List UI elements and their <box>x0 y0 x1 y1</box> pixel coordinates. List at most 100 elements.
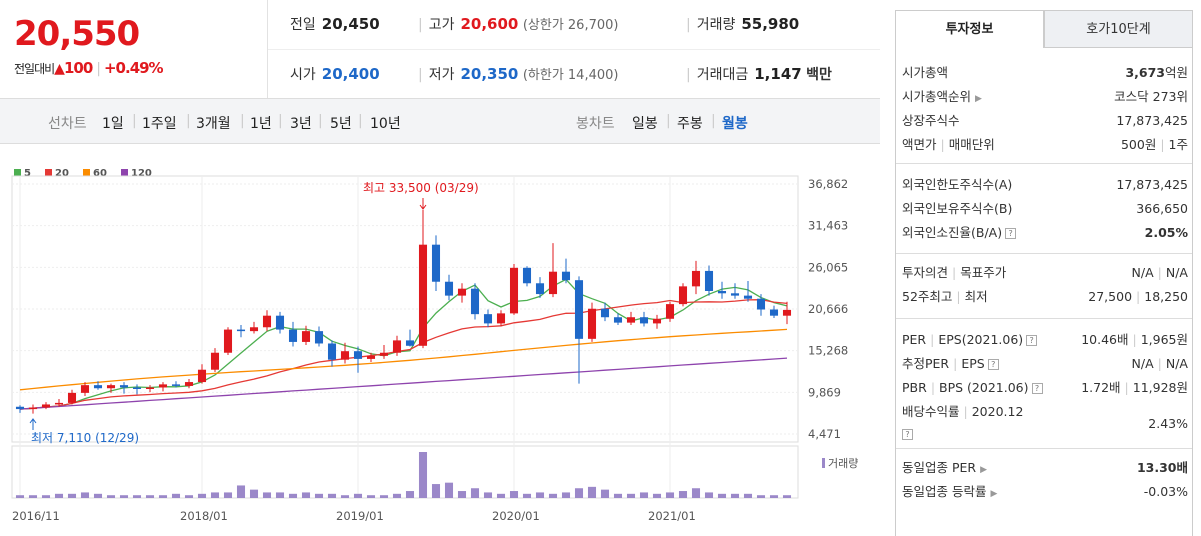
help-icon[interactable]: ? <box>987 359 999 370</box>
volume-bar <box>600 489 610 498</box>
candle-body <box>249 327 259 332</box>
volume-bar <box>366 495 376 498</box>
dividend-year: 2020.12 <box>971 404 1024 419</box>
info-tabs: 투자정보 호가10단계 <box>895 10 1193 48</box>
market-rank-value: 코스닥 273위 <box>1114 89 1188 104</box>
legend-label-20: 20 <box>55 168 69 179</box>
volume-bar <box>93 493 103 498</box>
candle-body <box>379 352 389 356</box>
candle-body <box>80 385 90 393</box>
amount-unit: 백만 <box>806 67 832 83</box>
bps-label: BPS (2021.06) <box>939 380 1029 395</box>
volume-bar <box>119 495 129 498</box>
y-tick-label: 26,065 <box>808 260 848 274</box>
y-tick-label: 4,471 <box>808 427 841 441</box>
chevron-right-icon: ▶ <box>980 465 988 475</box>
moving-average-lines <box>19 278 788 410</box>
tab-orderbook[interactable]: 호가10단계 <box>1044 10 1193 48</box>
help-icon[interactable]: ? <box>1031 383 1043 394</box>
help-icon[interactable]: ? <box>902 429 913 440</box>
volume-bar <box>470 488 480 498</box>
candle-body <box>704 270 714 291</box>
pbr-value: 1.72배 <box>1081 380 1121 395</box>
chart-axes: 36,862 31,463 26,065 20,666 15,268 9,869 4,471… <box>12 177 858 523</box>
period-3m-tab[interactable]: 3개월 <box>196 116 231 132</box>
volume-label: 거래량 <box>828 457 858 470</box>
volume-legend-swatch <box>822 458 825 468</box>
chevron-right-icon: ▶ <box>990 489 998 499</box>
candle-body <box>353 351 363 359</box>
candle-body <box>93 385 103 389</box>
legend-swatch-5 <box>14 169 21 176</box>
candle-body <box>509 267 519 314</box>
price-change-row: 전일대비▲100 | +0.49% <box>14 59 164 77</box>
high-annotation: 최고 33,500 (03/29) <box>363 181 479 195</box>
sector-per-row[interactable]: 동일업종 PER ▶ 13.30배 <box>902 457 1188 479</box>
open-cell: 시가 20,400 <box>290 64 380 84</box>
legend-label-5: 5 <box>24 168 31 179</box>
period-1w-tab[interactable]: 1주일 <box>142 116 177 132</box>
help-icon[interactable]: ? <box>1026 335 1038 346</box>
low-label: 저가 <box>428 67 455 83</box>
dividend-help-row: ? <box>902 423 1188 445</box>
candle-body <box>106 385 116 389</box>
volume-bar <box>41 495 51 498</box>
candle-body <box>431 244 441 282</box>
foreign-ratio-label: 외국인소진율(B/A) <box>902 225 1003 240</box>
candle-body <box>223 329 233 353</box>
volume-bar <box>743 493 753 498</box>
candle-daily-tab[interactable]: 일봉 <box>632 116 658 132</box>
volume-bar <box>704 492 714 498</box>
candle-body <box>171 384 181 386</box>
volume-bar <box>80 492 90 498</box>
opinion-value: N/A <box>1131 265 1154 280</box>
amount-label: 거래대금 <box>696 67 749 83</box>
par-value: 500원 <box>1120 137 1157 152</box>
invest-info-panel: 시가총액 3,673억원 시가총액순위 ▶ 코스닥 273위 상장주식수 17,… <box>895 48 1193 536</box>
market-rank-row[interactable]: 시가총액순위 ▶ 코스닥 273위 <box>902 86 1188 108</box>
sector-per-value: 13.30배 <box>1136 460 1188 475</box>
chart-period-toolbar: 선차트 1일 | 1주일 | 3개월 | 1년 | 3년 | 5년 | 10년 … <box>0 98 880 144</box>
target-value: N/A <box>1165 265 1188 280</box>
opinion-group: 투자의견 | 목표주가 N/A | N/A 52주최고 | 최저 27,500 | 18,250 <box>896 253 1192 304</box>
volume-bar <box>431 484 441 498</box>
candle-body <box>522 267 532 284</box>
est-per-label: 추정PER <box>902 356 950 371</box>
candle-body <box>782 309 792 316</box>
help-icon[interactable]: ? <box>1005 228 1017 239</box>
period-1d-tab[interactable]: 1일 <box>102 116 124 132</box>
candle-body <box>548 271 558 295</box>
volume-bar <box>613 493 623 498</box>
volume-bar <box>535 492 545 498</box>
par-value-row: 액면가 | 매매단위 500원 | 1주 <box>902 137 1188 152</box>
legend-label-60: 60 <box>93 168 107 179</box>
candle-body <box>54 402 64 405</box>
volume-bar <box>236 485 246 498</box>
candle-body <box>561 271 571 281</box>
target-label: 목표주가 <box>960 265 1007 280</box>
candle-weekly-tab[interactable]: 주봉 <box>677 116 703 132</box>
low-value: 20,350 <box>460 65 519 83</box>
stock-main-panel: 20,550 전일대비▲100 | +0.49% 전일 20,450 | 고가 20,60… <box>0 0 880 523</box>
period-5y-tab[interactable]: 5년 <box>330 116 352 132</box>
period-10y-tab[interactable]: 10년 <box>370 116 401 132</box>
candle-body <box>15 406 25 410</box>
tab-invest-info[interactable]: 투자정보 <box>895 10 1044 48</box>
candle-body <box>678 286 688 305</box>
volume-bar <box>262 492 272 498</box>
candle-monthly-tab[interactable]: 월봉 <box>722 116 748 132</box>
volume-bar <box>639 492 649 498</box>
candlesticks <box>15 209 792 414</box>
sector-change-row[interactable]: 동일업종 등락률 ▶ -0.03% <box>902 481 1188 503</box>
volume-bar <box>756 495 766 498</box>
foreign-hold-row: 외국인보유주식수(B) 366,650 <box>902 198 1188 220</box>
shares-row: 상장주식수 17,873,425 <box>902 110 1188 132</box>
period-1y-tab[interactable]: 1년 <box>250 116 272 132</box>
volume-bar <box>496 493 506 498</box>
high-label: 고가 <box>428 17 455 33</box>
period-3y-tab[interactable]: 3년 <box>290 116 312 132</box>
volume-bar <box>457 491 467 498</box>
volume-bar <box>561 492 571 498</box>
quote-row-2: 시가 20,400 | 저가 20,350 (하한가 14,400) | 거래대금 1,1… <box>268 49 880 98</box>
par-label: 액면가 <box>902 137 937 152</box>
